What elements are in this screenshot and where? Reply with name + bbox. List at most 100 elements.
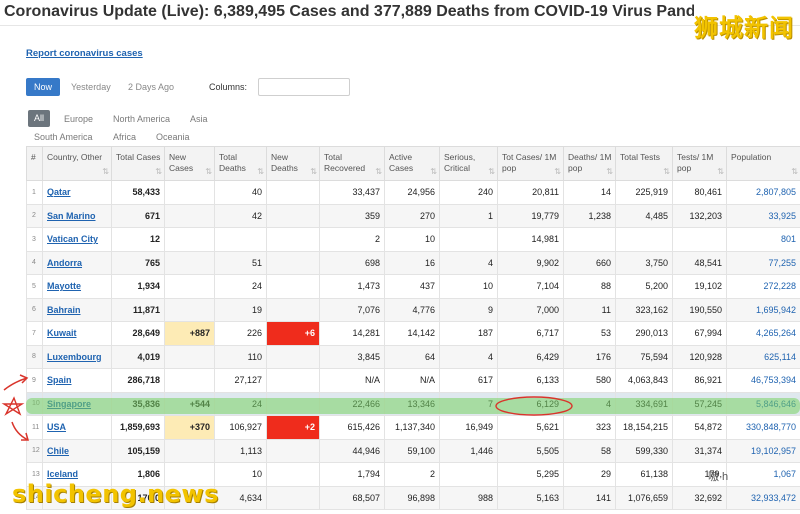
cell-country[interactable] (42, 485, 112, 510)
cell-new-deaths (266, 203, 320, 228)
columns-label: Columns: (209, 82, 248, 92)
cell-total-deaths: 10 (214, 462, 267, 487)
cell-total-recovered: 359 (319, 203, 385, 228)
region-tab-north-america[interactable]: North America (113, 114, 171, 124)
cell-cases-per-million: 6,129 (497, 391, 564, 416)
cell-new-deaths: +6 (266, 321, 320, 346)
header-new-cases[interactable]: New Cases ⇅ (164, 146, 215, 181)
region-tab-all[interactable]: All (28, 110, 50, 127)
cell-rank: 5 (26, 274, 43, 299)
header-total-deaths[interactable]: Total Deaths ⇅ (214, 146, 267, 181)
columns-select[interactable] (258, 78, 350, 96)
cell-rank: 14 (26, 485, 43, 510)
cell-total-cases: 28,649 (111, 321, 165, 346)
region-tab-south-america[interactable]: South America (34, 132, 93, 142)
two-days-ago-button[interactable]: 2 Days Ago (128, 82, 175, 92)
header-total-recovered[interactable]: Total Recovered ⇅ (319, 146, 385, 181)
header-label: Total Cases (116, 152, 161, 162)
cell-active-cases: 4,776 (384, 297, 440, 322)
cell-deaths-per-million: 580 (563, 368, 616, 393)
cell-population: 272,228 (726, 274, 800, 299)
header-new-deaths[interactable]: New Deaths ⇅ (266, 146, 320, 181)
cell-country[interactable]: Bahrain (42, 297, 112, 322)
cell-total-recovered: N/A (319, 368, 385, 393)
cell-total-tests: 1,076,659 (615, 485, 673, 510)
cell-new-deaths (266, 180, 320, 205)
cell-cases-per-million: 14,981 (497, 227, 564, 252)
cell-total-tests: 18,154,215 (615, 415, 673, 440)
cell-population: 330,848,770 (726, 415, 800, 440)
report-cases-link[interactable]: Report coronavirus cases (26, 48, 143, 59)
cell-new-cases (164, 438, 215, 463)
table-row: 12 Chile 105,159 1,113 44,946 59,100 1,446 5,50… (26, 438, 800, 463)
cell-tests-per-million: 57,245 (672, 391, 727, 416)
cell-population: 801 (726, 227, 800, 252)
cell-rank: 12 (26, 438, 43, 463)
cell-total-cases: 286,718 (111, 368, 165, 393)
cell-cases-per-million: 5,505 (497, 438, 564, 463)
cell-country[interactable]: Chile (42, 438, 112, 463)
cell-population: 33,925 (726, 203, 800, 228)
cell-total-deaths (214, 227, 267, 252)
cell-country[interactable]: Andorra (42, 250, 112, 275)
header-tests-per-million[interactable]: Tests/ 1M pop ⇅ (672, 146, 727, 181)
header-population[interactable]: Population ⇅ (726, 146, 800, 181)
cell-total-tests: 75,594 (615, 344, 673, 369)
cell-total-tests: 225,919 (615, 180, 673, 205)
cell-total-recovered: 1,794 (319, 462, 385, 487)
arrow-to-spain-icon (3, 377, 28, 391)
cell-country[interactable]: Spain (42, 368, 112, 393)
header-total-tests[interactable]: Total Tests ⇅ (615, 146, 673, 181)
header-total-cases[interactable]: Total Cases ⇅ (111, 146, 165, 181)
cell-active-cases: 1,137,340 (384, 415, 440, 440)
region-tab-asia[interactable]: Asia (190, 114, 208, 124)
cell-total-cases: 11,871 (111, 297, 165, 322)
region-tab-europe[interactable]: Europe (64, 114, 94, 124)
table-row: 14 170,0 4,634 68,507 96,898 988 5,163 141 1,076… (26, 485, 800, 510)
cell-country[interactable]: Qatar (42, 180, 112, 205)
cell-tests-per-million: 80,461 (672, 180, 727, 205)
table-row: 11 USA 1,859,693 +370 106,927 +2 615,426 1,137,… (26, 415, 800, 440)
cell-total-recovered: 2 (319, 227, 385, 252)
cell-country[interactable]: San Marino (42, 203, 112, 228)
table-row: 13 Iceland 1,806 10 1,794 2 5,295 29 61,138 179, 1… (26, 462, 800, 487)
header-rank[interactable]: # (26, 146, 43, 181)
cell-active-cases: 59,100 (384, 438, 440, 463)
cell-new-cases (164, 462, 215, 487)
cell-total-deaths: 24 (214, 391, 267, 416)
cell-country[interactable]: Iceland (42, 462, 112, 487)
cell-cases-per-million: 5,163 (497, 485, 564, 510)
cell-total-tests (615, 227, 673, 252)
cell-tests-per-million: 31,374 (672, 438, 727, 463)
yesterday-button[interactable]: Yesterday (71, 82, 111, 92)
cell-cases-per-million: 20,811 (497, 180, 564, 205)
header-active-cases[interactable]: Active Cases ⇅ (384, 146, 440, 181)
header-label: Country, Other (47, 152, 103, 162)
sort-icon: ⇅ (375, 167, 382, 176)
table-header-row: # Country, Other ⇅ Total Cases ⇅ New Cases… (26, 146, 800, 181)
cell-total-cases: 58,433 (111, 180, 165, 205)
header-serious-critical[interactable]: Serious, Critical ⇅ (439, 146, 498, 181)
cell-total-deaths: 51 (214, 250, 267, 275)
table-row: 10 Singapore 35,836 +544 24 22,466 13,346 7 6,12… (26, 391, 800, 416)
cell-country[interactable]: Vatican City (42, 227, 112, 252)
cell-tests-per-million: 132,203 (672, 203, 727, 228)
header-label: Deaths/ 1M pop (568, 152, 612, 173)
table-row: 3 Vatican City 12 2 10 14,981 801 (26, 227, 800, 252)
cell-country[interactable]: USA (42, 415, 112, 440)
region-tab-oceania[interactable]: Oceania (156, 132, 190, 142)
cell-country[interactable]: Kuwait (42, 321, 112, 346)
header-cases-per-million[interactable]: Tot Cases/ 1M pop ⇅ (497, 146, 564, 181)
cell-country[interactable]: Mayotte (42, 274, 112, 299)
cell-total-deaths: 27,127 (214, 368, 267, 393)
header-country[interactable]: Country, Other ⇅ (42, 146, 112, 181)
header-deaths-per-million[interactable]: Deaths/ 1M pop ⇅ (563, 146, 616, 181)
cell-country[interactable]: Singapore (42, 391, 112, 416)
cell-new-cases: +887 (164, 321, 215, 346)
cell-population: 4,265,264 (726, 321, 800, 346)
cell-total-recovered: 44,946 (319, 438, 385, 463)
cell-country[interactable]: Luxembourg (42, 344, 112, 369)
cell-population: 1,067 (726, 462, 800, 487)
region-tab-africa[interactable]: Africa (113, 132, 137, 142)
now-button[interactable]: Now (26, 78, 60, 96)
